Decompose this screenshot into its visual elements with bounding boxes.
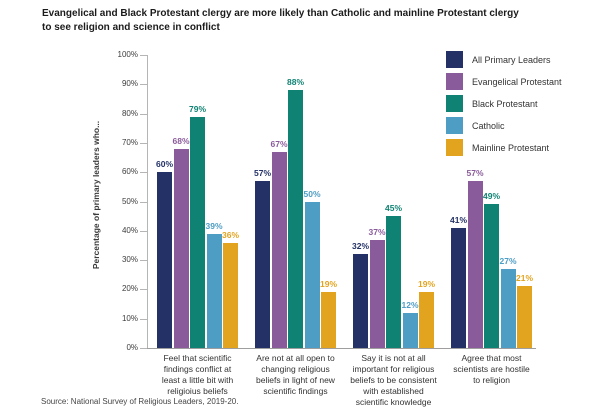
- bar-evangelical-protestant: [173, 148, 189, 348]
- legend-item: Black Protestant: [446, 95, 562, 112]
- legend-swatch: [446, 51, 463, 68]
- bar-value-label: 67%: [270, 138, 288, 149]
- bar-value-label: 57%: [253, 167, 272, 178]
- bar-mainline-protestant: [419, 292, 434, 348]
- bar-value-label: 27%: [499, 255, 517, 266]
- y-tick-mark: [140, 55, 147, 56]
- y-tick-label: 10%: [121, 313, 138, 323]
- y-tick-label: 0%: [126, 343, 138, 352]
- bar-black-protestant: [190, 116, 205, 348]
- legend-swatch: [446, 73, 463, 90]
- bar-value-label: 41%: [449, 214, 468, 225]
- bar-all-primary-leaders: [353, 254, 368, 348]
- bar-value-label: 88%: [286, 77, 305, 88]
- legend-label: Catholic: [472, 120, 505, 131]
- x-category-label: Say it is not at all important for relig…: [350, 353, 437, 408]
- bar-value-label: 21%: [515, 273, 534, 284]
- bar-value-label: 12%: [401, 299, 419, 310]
- bar-value-label: 37%: [368, 226, 386, 237]
- bar-catholic: [206, 233, 222, 348]
- bar-value-label: 49%: [482, 191, 501, 202]
- bar-black-protestant: [484, 204, 499, 348]
- y-tick-mark: [140, 260, 147, 262]
- y-tick-label: 20%: [121, 284, 138, 294]
- legend-item: Catholic: [446, 117, 562, 134]
- bar-value-label: 19%: [417, 279, 436, 290]
- y-tick-label: 60%: [121, 167, 138, 177]
- y-tick-label: 100%: [117, 50, 138, 59]
- legend-item: All Primary Leaders: [446, 51, 562, 68]
- legend-swatch: [446, 139, 463, 156]
- bar-catholic: [402, 312, 418, 348]
- bar-value-label: 68%: [172, 135, 190, 146]
- bar-value-label: 45%: [384, 203, 403, 214]
- bar-evangelical-protestant: [369, 239, 385, 348]
- y-tick-mark: [140, 289, 147, 291]
- bar-value-label: 36%: [221, 229, 240, 240]
- y-tick-label: 70%: [121, 137, 138, 147]
- y-tick-mark: [140, 318, 147, 320]
- bar-mainline-protestant: [321, 292, 336, 348]
- y-tick-mark: [140, 172, 147, 174]
- legend-label: Evangelical Protestant: [472, 76, 562, 87]
- bar-all-primary-leaders: [157, 172, 172, 348]
- bar-value-label: 79%: [188, 103, 207, 114]
- legend-label: All Primary Leaders: [472, 54, 551, 65]
- y-tick-label: 50%: [121, 196, 138, 206]
- legend-label: Black Protestant: [472, 98, 538, 109]
- y-tick-mark: [140, 348, 147, 349]
- y-axis-line: [147, 55, 148, 348]
- bar-mainline-protestant: [223, 242, 238, 348]
- bar-catholic: [500, 268, 516, 348]
- legend-item: Evangelical Protestant: [446, 73, 562, 90]
- bar-value-label: 50%: [303, 188, 321, 199]
- bar-black-protestant: [386, 216, 401, 348]
- bar-value-label: 39%: [205, 220, 223, 231]
- bar-evangelical-protestant: [271, 151, 287, 348]
- y-tick-label: 90%: [121, 79, 138, 89]
- y-tick-label: 80%: [121, 108, 138, 118]
- bar-value-label: 32%: [351, 241, 370, 252]
- bar-value-label: 57%: [466, 167, 484, 178]
- legend-swatch: [446, 95, 463, 112]
- figure-title: Evangelical and Black Protestant clergy …: [42, 8, 519, 33]
- legend-swatch: [446, 117, 463, 134]
- y-tick-mark: [140, 230, 147, 232]
- source-note: Source: National Survey of Religious Lea…: [41, 397, 239, 406]
- y-tick-label: 30%: [121, 255, 138, 265]
- bar-value-label: 19%: [319, 279, 338, 290]
- bar-evangelical-protestant: [467, 180, 483, 348]
- y-tick-label: 40%: [121, 225, 138, 235]
- y-tick-mark: [140, 113, 147, 115]
- legend-label: Mainline Protestant: [472, 142, 550, 153]
- y-tick-mark: [140, 84, 147, 86]
- bar-value-label: 60%: [155, 159, 174, 170]
- legend-item: Mainline Protestant: [446, 139, 562, 156]
- bar-catholic: [304, 201, 320, 348]
- bar-mainline-protestant: [517, 286, 532, 348]
- bar-black-protestant: [288, 90, 303, 348]
- y-tick-mark: [140, 201, 147, 203]
- chart-legend: All Primary Leaders Evangelical Protestan…: [446, 51, 562, 156]
- x-category-label: Feel that scientific findings conflict a…: [161, 353, 234, 397]
- bar-all-primary-leaders: [255, 180, 270, 348]
- y-tick-mark: [140, 142, 147, 144]
- x-category-label: Are not at all open to changing religiou…: [256, 353, 335, 397]
- bar-all-primary-leaders: [451, 227, 466, 348]
- x-category-label: Agree that most scientists are hostile t…: [453, 353, 530, 386]
- x-axis-line: [147, 348, 536, 349]
